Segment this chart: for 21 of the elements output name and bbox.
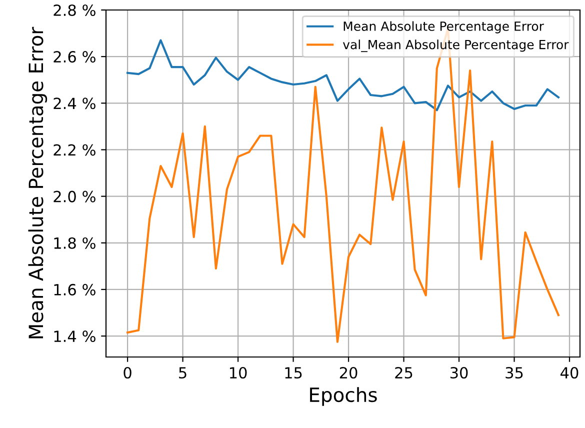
x-tick-label: 35 xyxy=(506,366,523,379)
x-tick-label: 5 xyxy=(179,367,186,379)
y-tick-label: 2.4 % xyxy=(54,98,96,110)
x-tick-label: 30 xyxy=(450,366,468,379)
x-tick-label: 15 xyxy=(285,367,302,379)
x-tick-label: 40 xyxy=(560,366,578,379)
x-tick-label: 25 xyxy=(395,366,412,379)
y-tick-label: 1.4 % xyxy=(54,330,96,342)
y-tick-label: 2.2 % xyxy=(54,144,96,156)
y-tick-label: 1.6 % xyxy=(54,284,96,296)
y-tick-label: 1.8 % xyxy=(54,237,96,249)
legend-label: val_Mean Absolute Percentage Error xyxy=(342,40,569,52)
x-axis-title: Epochs xyxy=(310,387,377,406)
legend-label: Mean Absolute Percentage Error xyxy=(344,21,544,34)
y-tick-label: 2.0 % xyxy=(54,190,96,202)
y-tick-label: 2.8 % xyxy=(54,4,96,16)
x-tick-label: 10 xyxy=(230,366,247,379)
y-tick-label: 2.6 % xyxy=(54,51,96,63)
y-axis-title: Mean Absolute Percentage Error xyxy=(28,26,48,338)
x-tick-label: 20 xyxy=(340,366,358,379)
x-tick-label: 0 xyxy=(124,366,132,379)
